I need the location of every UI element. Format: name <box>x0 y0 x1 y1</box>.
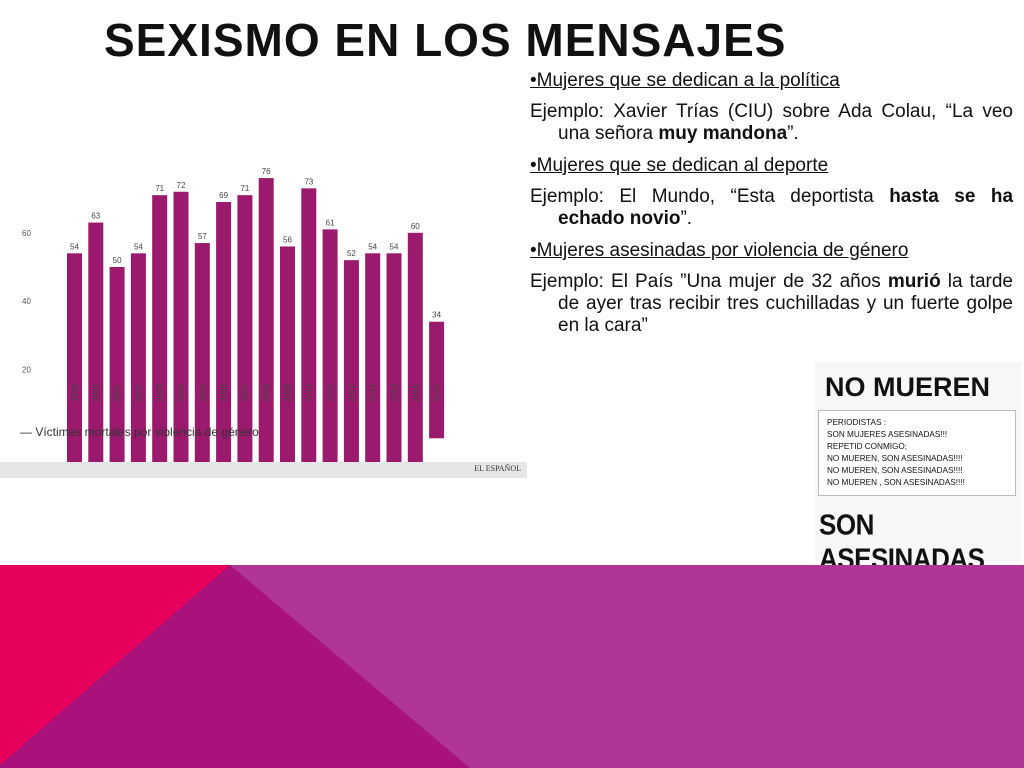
poster-image: NO MUEREN PERIODISTAS : SON MUJERES ASES… <box>815 362 1021 575</box>
chart-legend: — Víctimas mortales por violencia de gén… <box>20 425 259 439</box>
chart-source-label: EL ESPAÑOL <box>474 464 521 473</box>
chart-source-strip: EL ESPAÑOL <box>0 462 527 478</box>
poster-line: NO MUEREN, SON ASESINADAS!!!! <box>827 454 963 463</box>
example-sport-text: Ejemplo: El Mundo, “Esta deportista <box>530 186 890 207</box>
x-tick-label: 1999 <box>71 383 80 401</box>
example-violence-end: la tarde de ayer tras recibir tres cuchi… <box>558 271 1013 336</box>
x-tick-label: 2001 <box>113 383 122 401</box>
data-label: 61 <box>326 218 335 227</box>
chart-bar <box>343 260 359 462</box>
banner-red-shape <box>0 565 230 765</box>
example-politics-bold: muy mandona <box>658 123 788 144</box>
data-label: 57 <box>198 232 207 241</box>
chart-bar <box>173 191 189 462</box>
data-label: 54 <box>134 242 143 251</box>
x-tick-label: 2014 <box>390 383 399 401</box>
data-label: 50 <box>113 256 122 265</box>
poster-line: REPETID CONMIGO; <box>827 442 908 451</box>
x-tick-label: 2013 <box>369 383 378 401</box>
chart-image: 20 40 60 54 1999 63 2000 50 2001 54 2002 71 2003 72 20… <box>0 82 527 478</box>
x-tick-label: 2003 <box>156 383 165 401</box>
chart-bar <box>130 253 146 462</box>
poster-line: SON MUJERES ASESINADAS!!! <box>827 430 948 439</box>
x-tick-label: 2016 <box>433 383 442 401</box>
example-sport: Ejemplo: El Mundo, “Esta deportista hast… <box>530 186 1013 230</box>
chart-bar <box>280 246 295 462</box>
bullet-politics-text: •Mujeres que se dedican a la política <box>530 70 840 91</box>
chart-bar <box>322 229 338 462</box>
poster-line: PERIODISTAS : <box>827 418 886 427</box>
x-tick-label: 2009 <box>284 383 293 401</box>
y-tick-label: 20 <box>22 366 31 375</box>
x-tick-label: 2012 <box>347 383 356 401</box>
x-tick-label: 2000 <box>92 383 101 401</box>
poster-text-box: PERIODISTAS : SON MUJERES ASESINADAS!!! … <box>818 410 1016 496</box>
example-sport-bold: hasta se ha echado novio <box>558 186 1014 229</box>
bullet-politics: •Mujeres que se dedican a la política <box>530 70 1013 92</box>
chart-bar <box>365 253 381 462</box>
bullet-sport: •Mujeres que se dedican al deporte <box>530 155 1013 177</box>
example-politics-text: Ejemplo: Xavier Trías (CIU) sobre Ada Co… <box>530 101 1013 144</box>
data-label: 34 <box>432 311 441 320</box>
poster-line: NO MUEREN, SON ASESINADAS!!!! <box>827 466 963 475</box>
chart-bar <box>386 253 402 462</box>
chart-bar <box>109 267 125 462</box>
chart-bar <box>258 178 274 462</box>
poster-line: NO MUEREN , SON ASESINADAS!!!! <box>827 478 965 487</box>
data-label: 54 <box>368 242 377 251</box>
y-tick-label: 60 <box>22 229 31 238</box>
text-column: •Mujeres que se dedican a la política Ej… <box>530 70 1013 347</box>
poster-header: NO MUEREN <box>825 372 991 402</box>
data-label: 63 <box>91 212 100 221</box>
decorative-banner <box>0 565 1024 768</box>
example-violence-text: Ejemplo: El País ”Una mujer de 32 años <box>530 271 888 292</box>
example-violence: Ejemplo: El País ”Una mujer de 32 años m… <box>530 271 1013 337</box>
x-tick-label: 2015 <box>411 383 420 401</box>
chart-bar <box>429 321 445 439</box>
x-tick-label: 2010 <box>305 383 314 401</box>
data-label: 54 <box>390 242 399 251</box>
example-politics: Ejemplo: Xavier Trías (CIU) sobre Ada Co… <box>530 101 1013 145</box>
example-politics-end: ”. <box>787 123 799 144</box>
data-label: 73 <box>304 177 313 186</box>
x-tick-label: 2011 <box>326 383 335 401</box>
chart-bar <box>88 222 104 462</box>
bullet-violence: •Mujeres asesinadas por violencia de gén… <box>530 240 1013 262</box>
data-label: 71 <box>240 184 249 193</box>
bar-chart: 20 40 60 54 1999 63 2000 50 2001 54 2002 71 2003 72 20… <box>20 167 445 462</box>
bullet-violence-text: •Mujeres asesinadas por violencia de gén… <box>530 240 909 261</box>
data-label: 52 <box>347 249 356 258</box>
x-tick-label: 2007 <box>241 383 250 401</box>
chart-bar <box>301 188 317 462</box>
x-tick-label: 2004 <box>177 383 186 401</box>
data-label: 69 <box>219 191 228 200</box>
data-label: 54 <box>70 242 79 251</box>
x-tick-label: 2002 <box>134 383 143 401</box>
data-label: 60 <box>411 222 420 231</box>
chart-bar <box>194 243 210 462</box>
chart-bar <box>152 195 168 462</box>
example-sport-end: ”. <box>680 208 693 229</box>
example-violence-bold: murió <box>887 271 941 292</box>
data-label: 72 <box>177 181 186 190</box>
data-label: 71 <box>155 184 164 193</box>
slide-title: SEXISMO EN LOS MENSAJES <box>104 14 787 66</box>
x-tick-label: 2006 <box>220 383 229 401</box>
chart-bar <box>67 253 82 462</box>
chart-bar <box>407 232 423 462</box>
x-tick-label: 2008 <box>262 383 271 401</box>
chart-bar <box>237 195 253 462</box>
x-tick-label: 2005 <box>198 383 207 401</box>
data-label: 56 <box>283 235 292 244</box>
bullet-sport-text: •Mujeres que se dedican al deporte <box>530 155 829 176</box>
y-tick-label: 40 <box>22 297 31 306</box>
data-label: 76 <box>262 167 271 176</box>
chart-bar <box>216 202 232 462</box>
